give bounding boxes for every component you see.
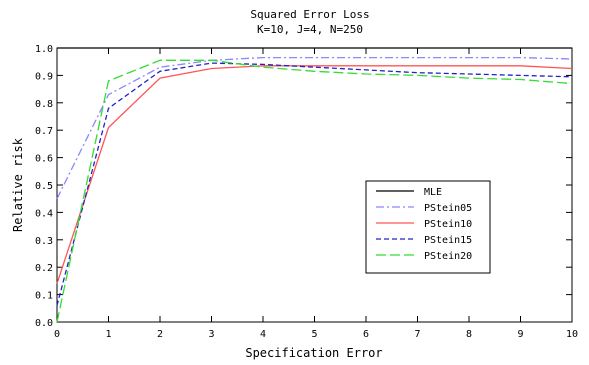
y-tick-label: 0.2 (35, 263, 53, 274)
y-tick-label: 0.8 (35, 99, 53, 110)
legend-label: MLE (424, 187, 442, 198)
y-tick-label: 0.3 (35, 236, 53, 247)
legend-box (365, 180, 491, 274)
y-axis-label: Relative risk (11, 137, 25, 232)
y-tick-label: 0.5 (35, 181, 53, 192)
x-tick-label: 1 (105, 329, 111, 340)
x-tick-label: 6 (363, 329, 369, 340)
legend: MLE PStein05 PStein10 PStein15 PStein20 (365, 180, 491, 274)
series-line-pstein10 (56, 65, 573, 284)
x-tick-label: 7 (414, 329, 420, 340)
x-tick-label: 4 (260, 329, 266, 340)
x-tick-label: 0 (54, 329, 60, 340)
chart-title: Squared Error Loss (250, 8, 369, 21)
y-tick-label: 0.7 (35, 126, 53, 137)
series-line-pstein15 (56, 62, 573, 306)
legend-label: PStein10 (424, 219, 472, 230)
series-line-pstein05 (56, 56, 573, 199)
y-tick-label: 0.0 (35, 318, 53, 329)
x-tick-label: 5 (311, 329, 317, 340)
x-tick-label: 10 (566, 329, 578, 340)
chart-subtitle: K=10, J=4, N=250 (257, 23, 363, 36)
y-tick-label: 0.4 (35, 208, 53, 219)
y-tick-label: 0.6 (35, 154, 53, 165)
x-tick-label: 3 (208, 329, 214, 340)
legend-label: PStein05 (424, 203, 472, 214)
legend-label: PStein15 (424, 235, 472, 246)
y-tick-label: 0.1 (35, 291, 53, 302)
series-line-pstein20 (56, 59, 573, 323)
x-axis-label: Specification Error (245, 346, 382, 360)
x-axis: 0 1 2 3 4 5 6 7 8 9 10 (54, 48, 578, 340)
y-tick-label: 1.0 (35, 44, 53, 55)
legend-label: PStein20 (424, 251, 472, 262)
series-lines (56, 47, 573, 323)
x-tick-label: 2 (157, 329, 163, 340)
y-tick-label: 0.9 (35, 71, 53, 82)
x-tick-label: 8 (466, 329, 472, 340)
y-axis: 0.0 0.1 0.2 0.3 0.4 0.5 0.6 0.7 0.8 0.9 1.0 (35, 44, 572, 329)
x-tick-label: 9 (517, 329, 523, 340)
